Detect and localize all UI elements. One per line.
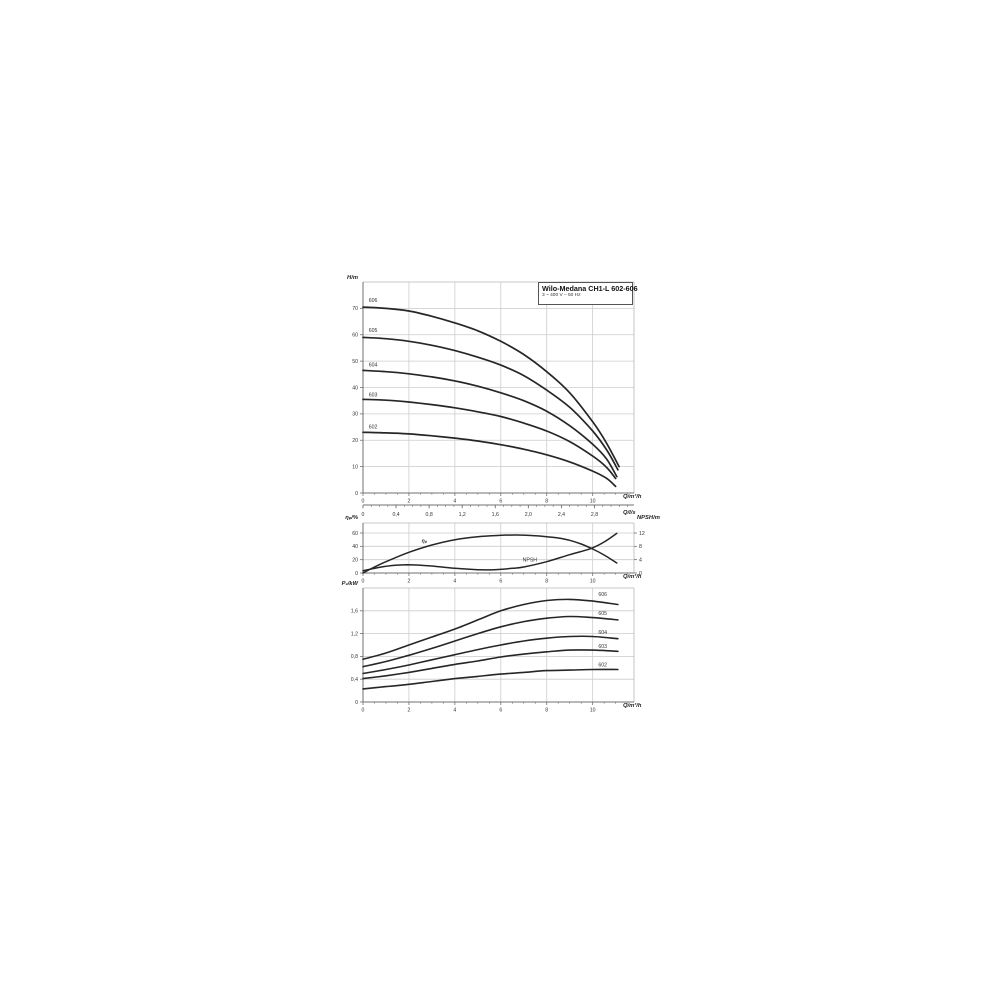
head-curve-603	[362, 398, 617, 480]
efficiency-npsh-chart-curves	[362, 532, 618, 574]
svg-text:2,8: 2,8	[591, 512, 598, 518]
head-chart-axes: 0 10 20 30 40 50 60 70 0 2 4 6 8 10	[352, 282, 634, 505]
power-curve-603	[362, 649, 619, 680]
svg-text:605: 605	[369, 328, 378, 334]
svg-text:2,0: 2,0	[525, 512, 532, 518]
power-chart-curves	[362, 598, 619, 690]
svg-text:0,4: 0,4	[392, 512, 399, 518]
efficiency-x-axis-label: Q/m³/h	[623, 574, 642, 580]
svg-text:0: 0	[362, 499, 365, 505]
svg-text:4: 4	[639, 557, 642, 563]
svg-text:0,8: 0,8	[426, 512, 433, 518]
svg-text:2: 2	[407, 499, 410, 505]
head-curve-606	[362, 306, 620, 468]
svg-text:6: 6	[499, 708, 502, 714]
svg-text:0: 0	[355, 491, 358, 497]
efficiency-npsh-chart-axes: 0 20 40 60 0 4 8 12 0 2 4 6 8 10	[352, 523, 645, 585]
svg-text:10: 10	[590, 579, 596, 585]
svg-text:1,2: 1,2	[459, 512, 466, 518]
svg-text:20: 20	[352, 438, 358, 444]
svg-text:6: 6	[499, 499, 502, 505]
svg-text:606: 606	[598, 592, 607, 598]
head-curve-605	[362, 336, 619, 471]
head-chart-grid	[363, 281, 635, 493]
head-curve-602	[362, 431, 617, 488]
power-curve-604	[362, 635, 619, 675]
efficiency-npsh-curve-NPSH	[362, 532, 618, 572]
head-chart-curve-labels: 606 605 604 603 602	[369, 298, 378, 431]
svg-text:40: 40	[352, 544, 358, 550]
svg-text:8: 8	[545, 579, 548, 585]
title-box: Wilo-Medana CH1-L 602-606 3 ~ 400 V – 50…	[538, 282, 638, 305]
svg-text:604: 604	[369, 362, 378, 368]
svg-text:0: 0	[639, 571, 642, 577]
svg-text:606: 606	[369, 298, 378, 304]
svg-text:2,4: 2,4	[558, 512, 565, 518]
svg-text:0,8: 0,8	[351, 654, 358, 660]
svg-text:10: 10	[590, 708, 596, 714]
svg-text:60: 60	[352, 531, 358, 537]
efficiency-npsh-curve-ηₚ	[362, 534, 618, 574]
power-y-axis-label: P₂/kW	[341, 581, 358, 587]
svg-text:4: 4	[453, 499, 456, 505]
svg-text:603: 603	[369, 393, 378, 399]
chart-subtitle: 3 ~ 400 V – 50 Hz	[542, 293, 581, 298]
flow-ruler-axis-label: Q/l/s	[623, 510, 636, 516]
power-chart-curve-labels: 606 605 604 603 602	[598, 592, 607, 669]
svg-text:8: 8	[545, 708, 548, 714]
svg-text:ηₚ: ηₚ	[422, 538, 428, 544]
head-chart-curves	[362, 306, 620, 488]
svg-text:10: 10	[590, 499, 596, 505]
svg-text:30: 30	[352, 412, 358, 418]
power-curve-606	[362, 598, 619, 661]
svg-text:70: 70	[352, 306, 358, 312]
head-x-axis-label: Q/m³/h	[623, 494, 642, 500]
flow-ruler: 0 0,4 0,8 1,2 1,6 2,0 2,4 2,8	[362, 504, 634, 518]
svg-text:6: 6	[499, 579, 502, 585]
svg-text:1,2: 1,2	[351, 631, 358, 637]
efficiency-y-axis-label: ηₚ/%	[345, 515, 358, 521]
chart-title: Wilo-Medana CH1-L 602-606	[542, 284, 638, 293]
power-chart-axes: 0 0,4 0,8 1,2 1,6 0 2 4 6 8 10	[351, 588, 634, 714]
svg-text:1,6: 1,6	[351, 609, 358, 615]
svg-text:2: 2	[407, 708, 410, 714]
svg-text:0: 0	[362, 579, 365, 585]
efficiency-npsh-chart-curve-labels: ηₚ NPSH	[422, 538, 538, 563]
svg-text:605: 605	[598, 611, 607, 617]
head-y-axis-label: H/m	[347, 275, 358, 281]
svg-text:4: 4	[453, 708, 456, 714]
svg-text:604: 604	[598, 630, 607, 636]
svg-text:40: 40	[352, 385, 358, 391]
svg-text:12: 12	[639, 531, 645, 537]
svg-text:0: 0	[362, 512, 365, 518]
svg-text:60: 60	[352, 333, 358, 339]
svg-text:602: 602	[369, 424, 378, 430]
svg-text:0: 0	[355, 700, 358, 706]
svg-text:10: 10	[352, 464, 358, 470]
head-curve-604	[362, 369, 618, 478]
power-curve-602	[362, 668, 619, 690]
svg-text:602: 602	[598, 663, 607, 669]
svg-text:0: 0	[362, 708, 365, 714]
svg-text:1,6: 1,6	[492, 512, 499, 518]
svg-text:603: 603	[598, 644, 607, 650]
svg-text:0: 0	[355, 571, 358, 577]
power-curve-605	[362, 615, 619, 668]
svg-text:8: 8	[639, 544, 642, 550]
svg-text:4: 4	[453, 579, 456, 585]
svg-text:NPSH: NPSH	[523, 558, 538, 564]
svg-text:0,4: 0,4	[351, 677, 358, 683]
svg-text:20: 20	[352, 557, 358, 563]
svg-text:50: 50	[352, 359, 358, 365]
power-x-axis-label: Q/m³/h	[623, 703, 642, 709]
svg-text:2: 2	[407, 579, 410, 585]
svg-text:8: 8	[545, 499, 548, 505]
npsh-y-axis-label: NPSH/m	[637, 515, 660, 521]
